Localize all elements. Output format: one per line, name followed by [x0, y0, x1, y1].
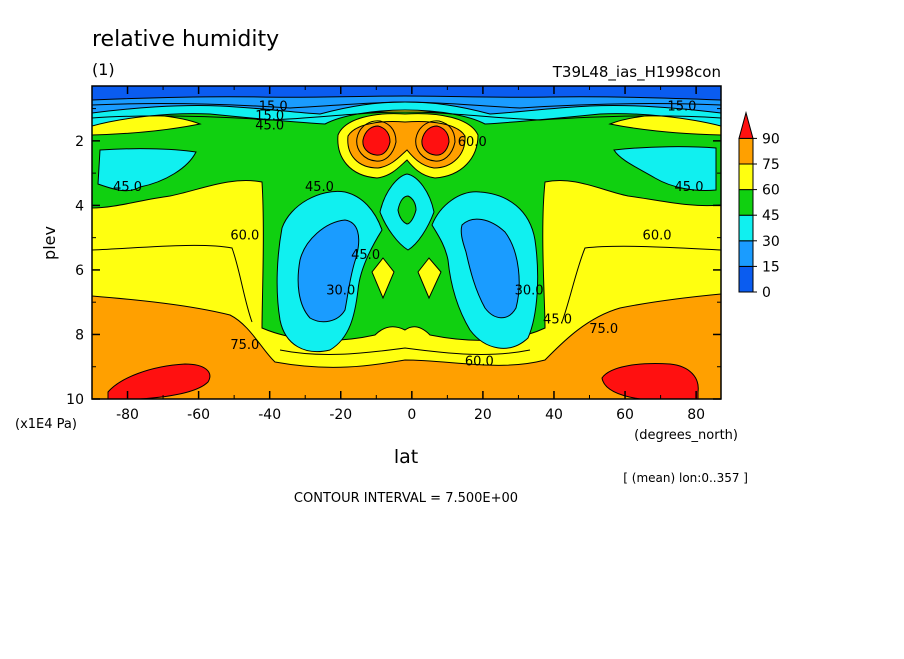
colorbar-swatch — [738, 137, 754, 165]
x-tick-label: 40 — [545, 407, 563, 423]
patch-cyan-left — [97, 148, 197, 192]
colorbar-swatch — [738, 240, 754, 267]
x-tick-label: -80 — [116, 407, 139, 423]
contour-label: 75.0 — [589, 322, 618, 337]
contour-label: 45.0 — [675, 180, 704, 195]
x-tick-label: 20 — [474, 407, 492, 423]
y-axis-label: plev — [40, 226, 59, 260]
x-tick-label: 60 — [616, 407, 634, 423]
core-red-left — [362, 125, 391, 156]
contour-label: 60.0 — [230, 228, 259, 243]
contour-label: 15.0 — [667, 99, 696, 114]
contour-label: 45.0 — [543, 312, 572, 327]
lobe-blue-left — [297, 219, 360, 323]
mean-note: [ (mean) lon:0..357 ] — [623, 471, 748, 485]
x-tick-label: -40 — [258, 407, 281, 423]
contour-label: 45.0 — [113, 180, 142, 195]
band-red-bottom-right — [601, 363, 699, 399]
y-tick-label: 2 — [75, 134, 84, 150]
contour-line-strat-2 — [92, 111, 721, 121]
colorbar: 0 15 30 45 60 75 90 — [738, 110, 780, 301]
band-red-bottom-left — [107, 363, 211, 399]
x-tick-label: -20 — [329, 407, 352, 423]
plot-frame — [91, 85, 722, 400]
contour-label: 15.0 — [259, 99, 288, 114]
core-red-right — [421, 125, 450, 156]
x-axis: -80 -60 -40 -20 0 20 40 60 80 — [91, 86, 705, 423]
x-tick-label: 80 — [687, 407, 705, 423]
islet-green-center — [397, 195, 417, 225]
y-tick-label: 8 — [75, 327, 84, 343]
colorbar-label: 0 — [762, 285, 771, 301]
contour-label: 15.0 — [255, 109, 284, 124]
contour-label: 45.0 — [255, 119, 284, 134]
chart-title: relative humidity — [92, 27, 279, 52]
y-axis: 2 4 6 8 10 — [66, 108, 721, 408]
contour-label: 60.0 — [643, 228, 672, 243]
colorbar-swatch — [738, 265, 754, 293]
contour-label: 30.0 — [326, 283, 355, 298]
colorbar-swatch — [738, 189, 754, 216]
colorbar-swatch — [738, 163, 754, 191]
island-yellow-left — [371, 257, 395, 300]
core-ring-left — [356, 120, 397, 162]
contour-label: 45.0 — [351, 248, 380, 263]
lobe-blue-right — [460, 218, 520, 319]
panel-label: (1) — [92, 60, 115, 79]
island-yellow-right — [417, 257, 442, 300]
contour-interval: CONTOUR INTERVAL = 7.500E+00 — [294, 491, 518, 506]
band-blue-strat — [92, 86, 721, 101]
contour-line-trop-right — [561, 245, 721, 323]
plot-area — [92, 86, 721, 399]
colorbar-label: 45 — [762, 208, 780, 224]
x-tick-label: -60 — [187, 407, 210, 423]
contour-line-low-center — [279, 347, 531, 355]
patch-cyan-right — [613, 146, 717, 191]
contour-labels: 15.0 15.015.045.060.045.0 45.045.060.0 60.0… — [113, 99, 703, 369]
x-axis-label: lat — [394, 446, 418, 468]
band-orange-lower — [92, 293, 721, 399]
contour-line-strat-1 — [92, 101, 721, 109]
colorbar-swatch — [738, 214, 754, 242]
run-name: T39L48_ias_H1998con — [552, 63, 721, 82]
contour-label: 60.0 — [458, 135, 487, 150]
y-axis-units: (x1E4 Pa) — [15, 417, 77, 432]
contour-line-trop-left — [92, 244, 253, 323]
colorbar-arrow — [738, 110, 754, 139]
y-tick-label: 4 — [75, 198, 84, 214]
contour-label: 30.0 — [515, 283, 544, 298]
colorbar-label: 60 — [762, 183, 780, 199]
x-axis-units: (degrees_north) — [634, 428, 738, 443]
contour-label: 45.0 — [305, 180, 334, 195]
contour-label: 75.0 — [230, 338, 259, 353]
x-tick-label: 0 — [407, 407, 416, 423]
core-ring-right — [415, 120, 456, 162]
colorbar-label: 90 — [762, 131, 780, 147]
contour-label: 60.0 — [465, 354, 494, 369]
y-tick-label: 10 — [66, 392, 84, 408]
colorbar-label: 15 — [762, 259, 780, 275]
colorbar-label: 30 — [762, 234, 780, 250]
y-tick-label: 6 — [75, 263, 84, 279]
colorbar-label: 75 — [762, 157, 780, 173]
